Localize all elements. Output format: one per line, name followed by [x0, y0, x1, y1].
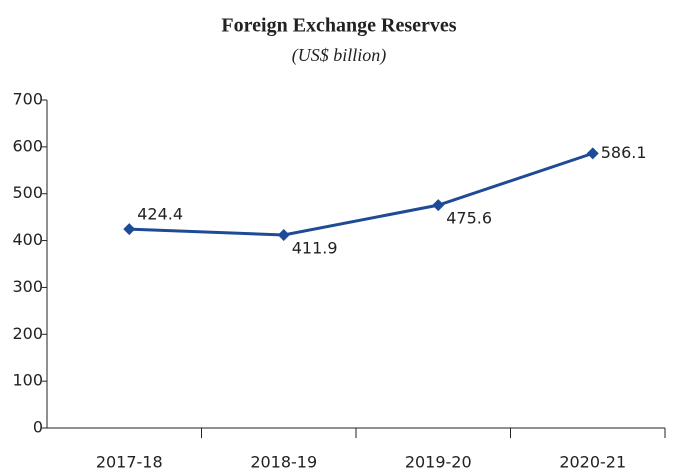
chart-subtitle: (US$ billion)	[292, 45, 387, 66]
data-label: 475.6	[446, 209, 492, 228]
y-tick-label: 0	[33, 418, 43, 437]
x-tick-label: 2018-19	[250, 453, 317, 472]
x-tick-label: 2017-18	[96, 453, 163, 472]
marker	[277, 228, 290, 241]
x-tick-label: 2020-21	[559, 453, 626, 472]
data-label: 586.1	[601, 143, 647, 162]
line	[129, 151, 594, 237]
y-tick-label: 500	[12, 183, 43, 202]
chart-title: Foreign Exchange Reserves	[221, 15, 456, 37]
marker	[586, 147, 599, 160]
data-label: 411.9	[292, 238, 338, 257]
y-tick-label: 600	[12, 136, 43, 155]
y-tick-label: 700	[12, 90, 43, 109]
marker	[432, 199, 445, 212]
x-tick-label: 2019-20	[405, 453, 472, 472]
y-tick-label: 100	[12, 371, 43, 390]
y-tick-label: 400	[12, 230, 43, 249]
y-tick-label: 300	[12, 277, 43, 296]
y-tick-label: 200	[12, 324, 43, 343]
marker	[123, 223, 136, 236]
data-label: 424.4	[137, 205, 183, 224]
